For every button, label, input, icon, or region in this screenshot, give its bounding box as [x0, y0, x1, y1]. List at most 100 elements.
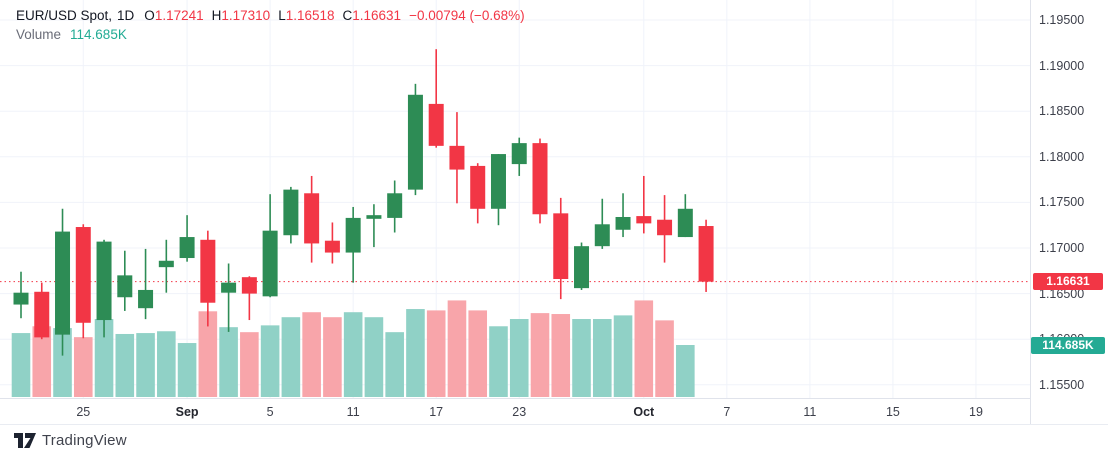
- price-tick-label: 1.18500: [1039, 104, 1085, 119]
- time-tick-label: 19: [969, 405, 983, 419]
- ohlc-letter: L: [278, 8, 286, 23]
- candle-body: [324, 240, 340, 253]
- volume-value: 114.685K: [70, 27, 127, 42]
- symbol-legend-row[interactable]: EUR/USD Spot, 1D O1.17241 H1.17310 L1.1651…: [16, 8, 525, 23]
- candle-body: [387, 193, 403, 218]
- ohlc-value: 1.16631: [352, 8, 402, 23]
- time-axis[interactable]: 25 Sep 5 11 17 23 Oct 7 11 15 19: [0, 398, 1030, 425]
- time-tick-label: 17: [429, 405, 444, 419]
- tradingview-logo-text: TradingView: [42, 432, 127, 449]
- price-tick-label: 1.17500: [1039, 195, 1085, 210]
- ohlc-value: 1.16518: [285, 8, 335, 23]
- time-tick-label: 5: [266, 405, 274, 419]
- candle-body: [366, 215, 382, 219]
- volume-bar: [489, 326, 508, 397]
- last-price-badge: 1.16631: [1033, 273, 1103, 291]
- time-tick-label: 11: [346, 405, 360, 419]
- ohlc-item-c: C1.16631: [343, 8, 402, 23]
- candle-body: [117, 275, 133, 298]
- price-tick-label: 1.16500: [1039, 286, 1085, 301]
- ohlc-item-l: L1.16518: [278, 8, 334, 23]
- volume-label: Volume: [16, 27, 62, 42]
- volume-bar: [509, 319, 529, 397]
- candle-body: [657, 219, 673, 236]
- candle-body: [75, 227, 91, 323]
- change-value: −0.00794 (−0.68%): [409, 8, 525, 23]
- time-tick-label: 25: [76, 405, 91, 419]
- tradingview-logo-link[interactable]: TradingView: [14, 432, 127, 449]
- volume-bar: [94, 319, 114, 397]
- ohlc-item-h: H1.17310: [212, 8, 271, 23]
- ohlc-item-o: O1.17241: [144, 8, 203, 23]
- ohlc-value: 1.17310: [221, 8, 271, 23]
- price-axis[interactable]: 1.19500 1.19000 1.18500 1.18000 1.17500 1.170…: [1030, 0, 1108, 424]
- volume-bar: [426, 310, 446, 397]
- volume-bar: [219, 327, 238, 397]
- volume-bar: [302, 312, 321, 397]
- candle-body: [553, 213, 569, 280]
- volume-legend-row[interactable]: Volume 114.685K: [16, 27, 525, 42]
- candle-body: [574, 246, 590, 289]
- candle-body: [179, 237, 195, 259]
- volume-bar: [551, 314, 571, 397]
- volume-badge: 114.685K: [1031, 336, 1105, 354]
- candle-body: [511, 143, 527, 165]
- time-tick-label: 23: [512, 405, 527, 419]
- symbol-interval: 1D: [117, 8, 135, 23]
- volume-bar: [136, 333, 155, 397]
- tradingview-logo-icon: [14, 433, 36, 448]
- ohlc-values: O1.17241 H1.17310 L1.16518 C1.16631: [144, 8, 409, 23]
- candle-body: [34, 291, 50, 338]
- candle-body: [594, 224, 610, 247]
- time-tick-label: Oct: [633, 405, 655, 419]
- price-tick-label: 1.15500: [1039, 377, 1085, 392]
- volume-bar: [177, 343, 197, 397]
- volume-bar: [468, 310, 488, 397]
- price-chart-pane[interactable]: [0, 0, 1030, 398]
- volume-bar: [447, 300, 467, 397]
- candle-body: [532, 143, 548, 215]
- candle-body: [200, 239, 216, 303]
- volume-bar: [73, 337, 93, 397]
- volume-bar: [364, 317, 384, 397]
- ohlc-letter: H: [211, 8, 222, 23]
- candle-body: [615, 216, 631, 230]
- volume-bar: [676, 345, 695, 397]
- volume-bar: [613, 315, 633, 397]
- time-tick-label: 11: [803, 405, 817, 419]
- candle-body: [490, 154, 506, 209]
- candle-body: [13, 292, 29, 305]
- candle-body: [636, 216, 652, 224]
- volume-bar: [343, 312, 363, 397]
- volume-bar: [592, 319, 612, 397]
- volume-bar: [240, 332, 259, 397]
- volume-bar: [53, 328, 72, 397]
- ohlc-value: 1.17241: [154, 8, 204, 23]
- time-tick-label: Sep: [175, 405, 199, 419]
- candle-body: [138, 289, 154, 309]
- candle-body: [345, 217, 361, 253]
- volume-bar: [260, 325, 280, 397]
- price-tick-label: 1.17000: [1039, 241, 1085, 255]
- volume-bar: [157, 331, 176, 397]
- volume-bar: [634, 300, 654, 397]
- volume-bar: [655, 320, 674, 397]
- candle-body: [221, 282, 237, 293]
- chart-legend: EUR/USD Spot, 1D O1.17241 H1.17310 L1.1651…: [16, 8, 525, 42]
- volume-bar: [115, 333, 135, 397]
- symbol-title: EUR/USD Spot,: [16, 8, 113, 23]
- candle-body: [677, 208, 693, 238]
- volume-bar: [530, 313, 550, 397]
- candle-body: [262, 230, 278, 297]
- volume-bar: [198, 311, 218, 397]
- volume-bar: [572, 319, 591, 397]
- candle-body: [96, 241, 112, 321]
- volume-bar: [406, 309, 425, 397]
- ohlc-letter: O: [144, 8, 155, 23]
- volume-bar: [32, 326, 52, 397]
- price-tick-label: 1.19000: [1039, 58, 1085, 73]
- price-tick-label: 1.18000: [1039, 149, 1085, 164]
- volume-bar: [385, 332, 404, 397]
- candle-body: [241, 277, 257, 294]
